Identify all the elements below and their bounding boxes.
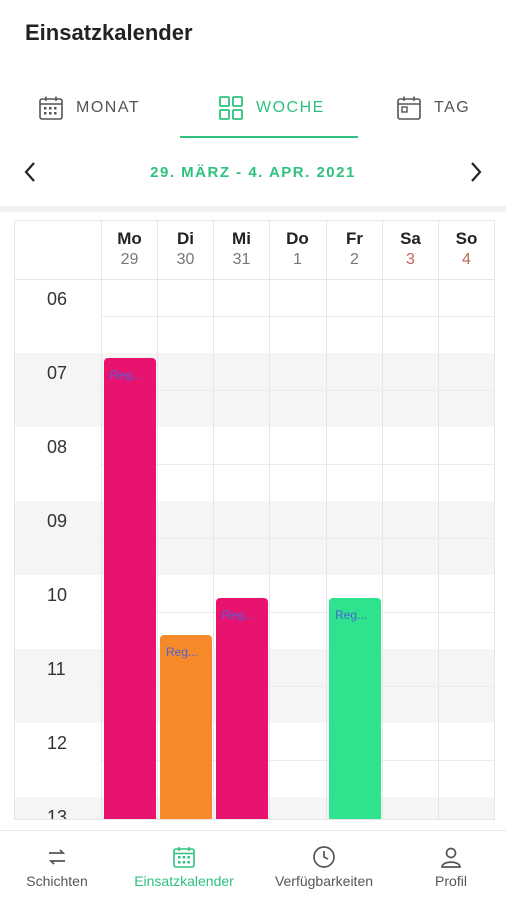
day-header-sa[interactable]: Sa 3 [382,221,438,279]
nav-label: Schichten [26,873,88,889]
hour-label: 10 [47,585,68,605]
tab-monat[interactable]: MONAT [38,78,140,138]
half-hour-line [101,390,494,391]
week-range-label: 29. MÄRZ - 4. APR. 2021 [150,164,356,181]
day-number: 31 [232,251,251,268]
header-divider [15,279,494,280]
day-header-mo[interactable]: Mo 29 [101,221,157,279]
tab-label: MONAT [76,99,141,116]
half-hour-line [101,612,494,613]
shift-event[interactable]: Reg... [329,598,381,819]
nav-profil[interactable]: Profil [416,839,486,889]
shift-event[interactable]: Reg... [216,598,268,819]
half-hour-line [101,316,494,317]
day-number: 3 [406,251,415,268]
day-header-do[interactable]: Do 1 [269,221,325,279]
swap-arrows-icon [48,849,66,865]
day-number: 2 [350,251,359,268]
hour-label: 13 [47,807,68,820]
page-title: Einsatzkalender [25,20,193,45]
day-header-fr[interactable]: Fr 2 [326,221,382,279]
day-number: 29 [120,251,139,268]
calendar-month-icon [39,96,63,120]
half-hour-line [101,464,494,465]
day-name: Mo [117,229,142,248]
active-tab-indicator [180,136,358,138]
hour-label: 09 [47,511,68,531]
day-number: 30 [176,251,195,268]
nav-label: Profil [435,873,467,889]
day-column-line [326,279,327,819]
day-column-line [157,279,158,819]
clock-icon [313,846,335,868]
day-header-so[interactable]: So 4 [438,221,494,279]
week-calendar-grid: 06 07 08 09 10 11 12 13 Mo 29 Di 30 Mi 31 Do 1 Fr 2 Sa 3 So 4… [14,220,495,820]
nav-verfuegbarkeiten[interactable]: Verfügbarkeiten [264,839,384,889]
nav-label: Einsatzkalender [134,873,234,889]
hour-label: 06 [47,289,68,309]
calendar-day-icon [397,96,421,120]
nav-label: Verfügbarkeiten [274,873,374,889]
day-header-di[interactable]: Di 30 [157,221,213,279]
day-name: So [455,229,478,248]
chevron-left-icon [24,162,35,182]
next-week-button[interactable] [462,158,490,186]
day-name: Mi [232,229,251,248]
shift-event[interactable]: Reg... [104,358,156,819]
tab-woche[interactable]: WOCHE [218,78,325,138]
day-name: Fr [346,229,363,248]
day-name: Sa [400,229,421,248]
day-column-line [382,279,383,819]
bottom-navigation: Schichten Einsatzkalender Verfügbarkeite… [0,830,506,901]
previous-week-button[interactable] [16,158,44,186]
day-number: 1 [293,251,302,268]
nav-einsatzkalender[interactable]: Einsatzkalender [122,839,246,889]
tab-label: TAG [434,99,471,116]
person-icon [441,847,461,868]
day-column-line [438,279,439,819]
chevron-right-icon [471,162,482,182]
shift-event[interactable]: Reg... [160,635,212,819]
view-tabs: MONAT WOCHE TAG [0,78,506,140]
day-header-mi[interactable]: Mi 31 [213,221,269,279]
half-hour-line [101,686,494,687]
day-column-line [269,279,270,819]
hour-label: 07 [47,363,68,383]
grid-week-icon [219,96,243,120]
hour-label: 12 [47,733,68,753]
day-number: 4 [462,251,471,268]
hour-label: 08 [47,437,68,457]
hour-label: 11 [47,659,66,679]
calendar-icon [173,847,195,868]
nav-schichten[interactable]: Schichten [14,839,100,889]
section-divider [0,206,506,212]
half-hour-line [101,538,494,539]
day-column-line [101,279,102,819]
day-name: Di [177,229,194,248]
tab-label: WOCHE [256,99,325,116]
half-hour-line [101,760,494,761]
tab-tag[interactable]: TAG [396,78,470,138]
week-navigation: 29. MÄRZ - 4. APR. 2021 [0,150,506,196]
day-name: Do [286,229,309,248]
day-column-line [213,279,214,819]
